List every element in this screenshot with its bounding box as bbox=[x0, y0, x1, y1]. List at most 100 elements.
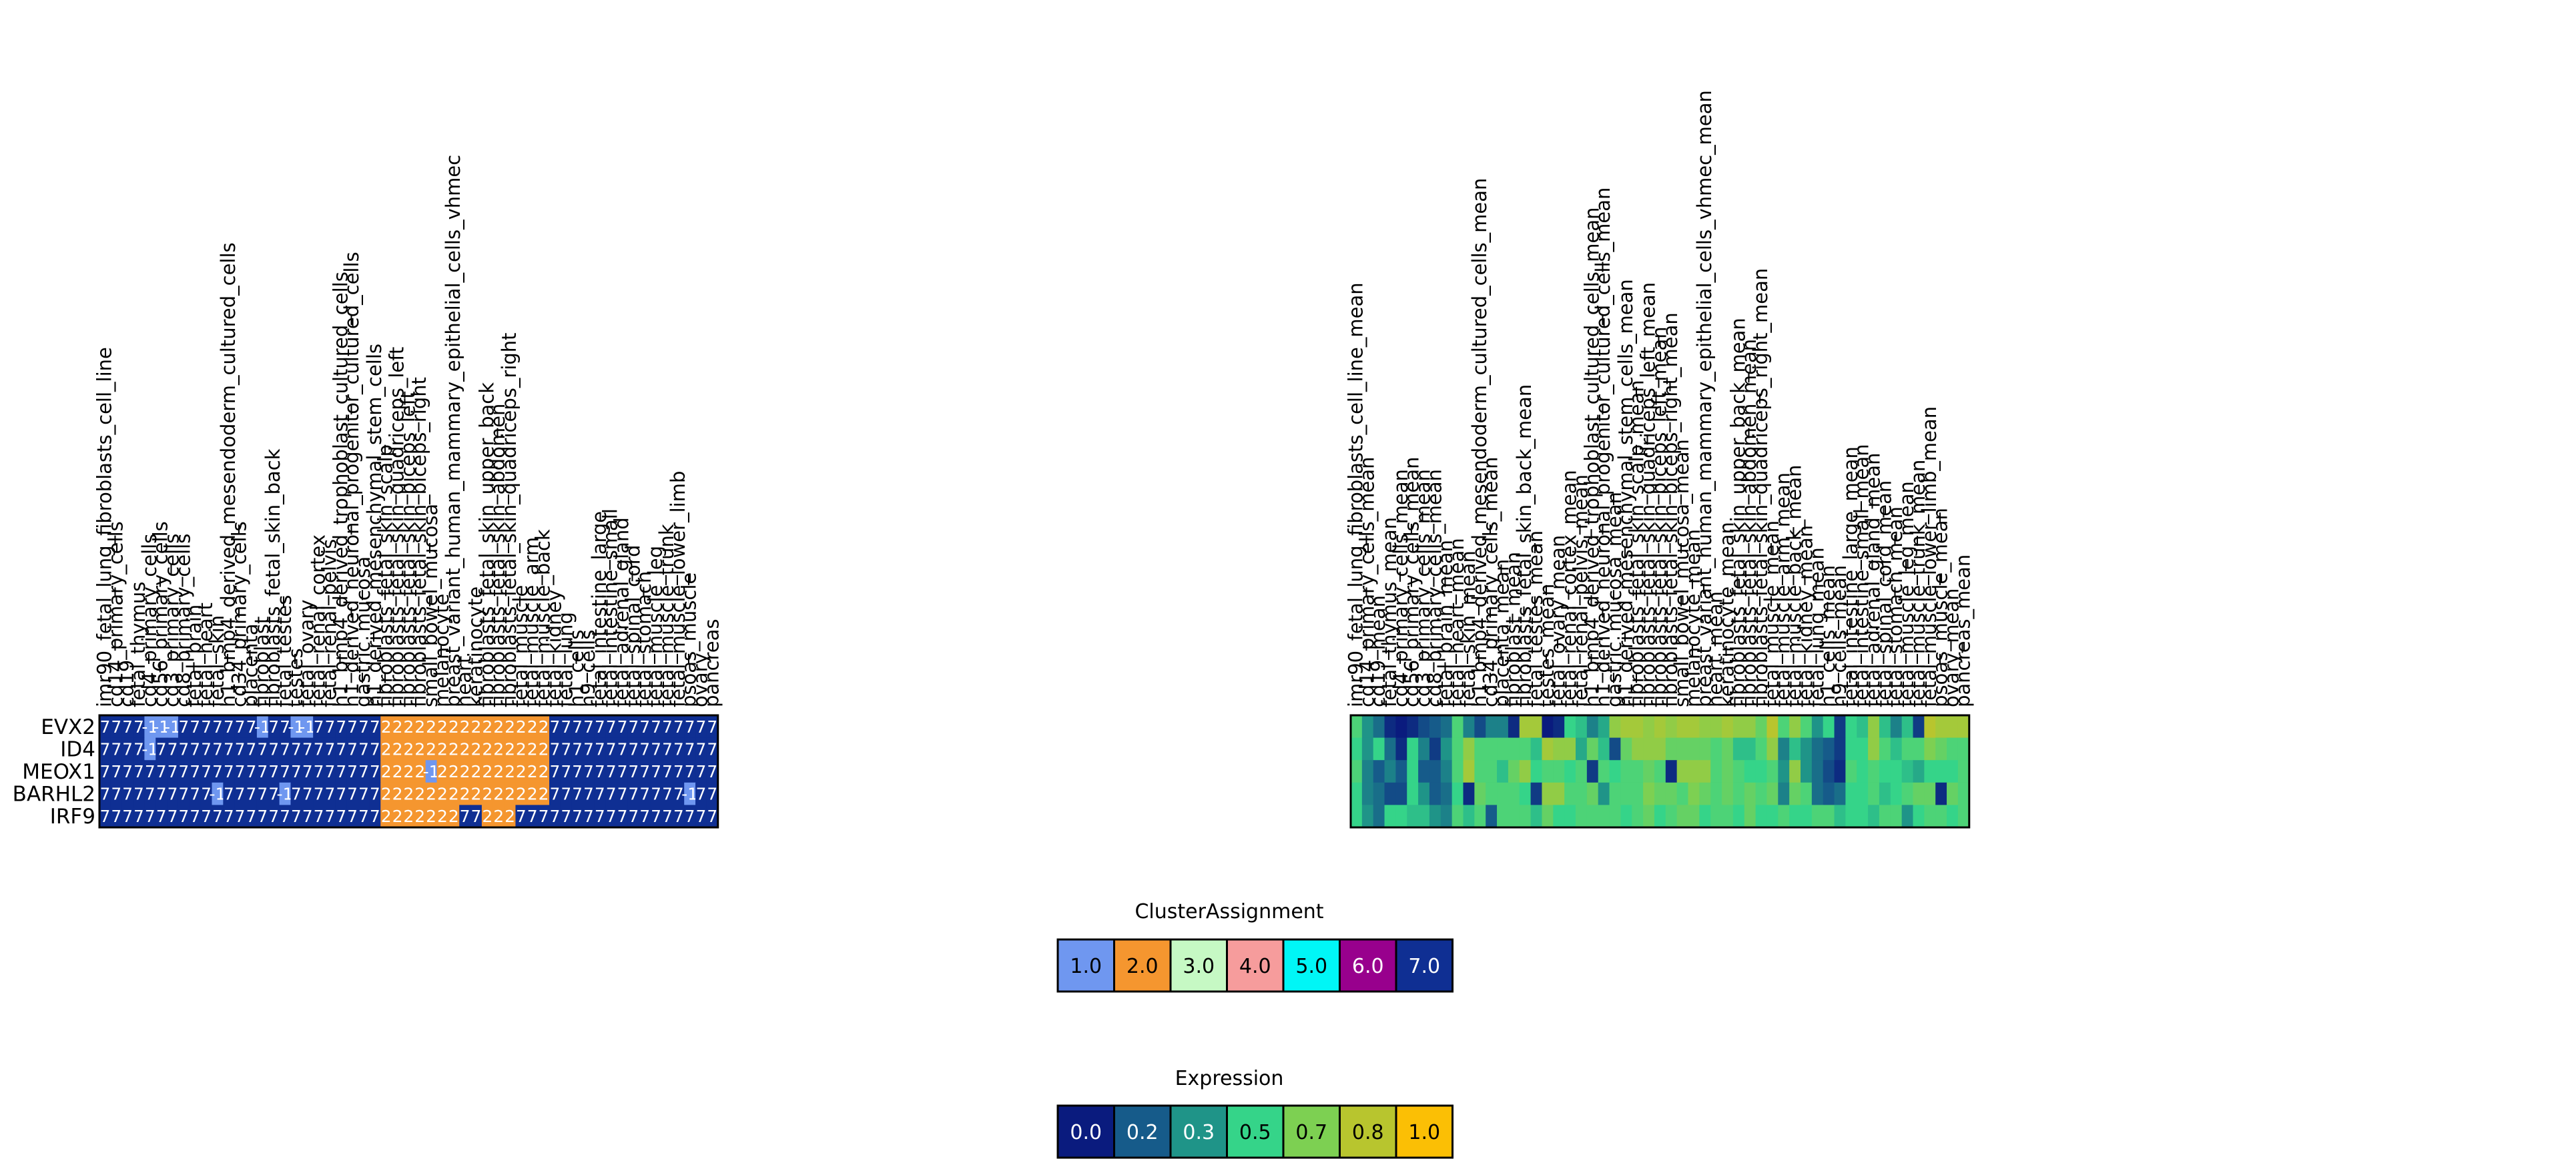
cluster-cell-label: 7 bbox=[190, 807, 200, 826]
cluster-column-label: cd19 bbox=[115, 660, 138, 707]
cluster-cell bbox=[605, 737, 617, 761]
legend-label: 0.0 bbox=[1070, 1121, 1102, 1144]
expression-cell bbox=[1924, 760, 1936, 783]
cluster-column-label: cd56_primary_cells bbox=[149, 521, 172, 707]
cluster-cell bbox=[256, 805, 269, 828]
cluster-cell bbox=[346, 760, 359, 783]
expression-cell bbox=[1699, 805, 1711, 828]
cluster-cell-label: 7 bbox=[707, 717, 717, 737]
expression-cell bbox=[1440, 760, 1453, 783]
cluster-cell-label: 2 bbox=[516, 739, 527, 759]
cluster-cell bbox=[200, 782, 213, 805]
cluster-cell bbox=[538, 737, 550, 761]
cluster-cell bbox=[448, 782, 460, 805]
cluster-column-label: pancreas bbox=[700, 619, 723, 707]
cluster-cell-label: 2 bbox=[381, 717, 392, 737]
expression-cell bbox=[1957, 805, 1970, 828]
cluster-cell bbox=[358, 737, 370, 761]
expression-cell bbox=[1755, 715, 1768, 739]
cluster-cell bbox=[121, 805, 134, 828]
expression-cell bbox=[1609, 760, 1621, 783]
expression-cell bbox=[1957, 737, 1970, 761]
cluster-cell-label: 7 bbox=[696, 717, 707, 737]
cluster-cell bbox=[358, 760, 370, 783]
cluster-cell-label: -1 bbox=[254, 717, 271, 737]
expression-cell bbox=[1688, 715, 1700, 739]
cluster-column-label: fibroblast bbox=[250, 617, 273, 707]
expression-cell bbox=[1519, 782, 1532, 805]
cluster-column-label: h1_derived_mesenchymal_stem_cells bbox=[363, 344, 386, 707]
expression-cell bbox=[1373, 715, 1385, 739]
cluster-cell bbox=[110, 782, 123, 805]
expression-cell bbox=[1688, 782, 1700, 805]
expression-cell bbox=[1609, 715, 1621, 739]
expression-cell bbox=[1901, 737, 1914, 761]
cluster-cell bbox=[167, 737, 179, 761]
cluster-cell-label: 7 bbox=[595, 807, 605, 826]
expression-cell bbox=[1834, 737, 1846, 761]
cluster-cell-label: 7 bbox=[235, 785, 246, 804]
expression-cell bbox=[1361, 715, 1374, 739]
cluster-cell-label: 7 bbox=[347, 717, 358, 737]
cluster-cell-label: 7 bbox=[696, 762, 707, 781]
cluster-cell bbox=[515, 715, 527, 739]
cluster-cell-label: 7 bbox=[561, 807, 571, 826]
expression-cell bbox=[1834, 782, 1846, 805]
cluster-cell-label: 7 bbox=[190, 785, 200, 804]
expression-cell bbox=[1497, 715, 1509, 739]
cluster-cell bbox=[121, 737, 134, 761]
cluster-cell bbox=[436, 715, 448, 739]
cluster-column-label: h1_bmp4_derived_mesendoderm_cultured_cel… bbox=[217, 242, 240, 707]
cluster-cell-label: 2 bbox=[527, 762, 538, 781]
expression-cell bbox=[1576, 760, 1588, 783]
cluster-cell-label: 7 bbox=[246, 717, 257, 737]
cluster-cell-label: 7 bbox=[336, 785, 346, 804]
cluster-cell-label: 7 bbox=[324, 785, 335, 804]
cluster-cell-label: 7 bbox=[145, 807, 155, 826]
expression-cell bbox=[1598, 805, 1610, 828]
expression-cell bbox=[1811, 782, 1824, 805]
cluster-cell bbox=[583, 760, 595, 783]
cluster-cell bbox=[470, 805, 482, 828]
cluster-cell bbox=[324, 805, 336, 828]
expression-column-label: fibroblasts_fetal_skin_scalp_mean bbox=[1626, 380, 1648, 707]
cluster-column-label: cd8_primary_cells bbox=[172, 534, 194, 707]
cluster-cell-label: 7 bbox=[111, 739, 121, 759]
expression-cell bbox=[1384, 782, 1396, 805]
expression-cell bbox=[1361, 737, 1374, 761]
expression-cell bbox=[1722, 805, 1734, 828]
expression-cell bbox=[1530, 715, 1543, 739]
expression-cell bbox=[1508, 760, 1520, 783]
cluster-column-label: psoas_muscle bbox=[678, 572, 701, 707]
cluster-cell bbox=[178, 760, 190, 783]
cluster-column-label: fetal_spinal_cord bbox=[621, 544, 644, 707]
cluster-column-label: fibroblasts_fetal_skin_biceps_left bbox=[396, 391, 419, 707]
cluster-cell bbox=[504, 715, 517, 739]
expression-cell bbox=[1744, 715, 1756, 739]
cluster-cell-label: 7 bbox=[370, 739, 380, 759]
expression-cell bbox=[1789, 805, 1801, 828]
expression-cell bbox=[1778, 782, 1790, 805]
expression-cell bbox=[1395, 737, 1407, 761]
expression-cell bbox=[1901, 760, 1914, 783]
expression-cell bbox=[1643, 737, 1655, 761]
expression-cell bbox=[1654, 737, 1666, 761]
expression-cell bbox=[1890, 805, 1903, 828]
cluster-cell bbox=[268, 782, 280, 805]
cluster-cell bbox=[234, 760, 246, 783]
cluster-cell bbox=[302, 737, 314, 761]
cluster-cell-label: 7 bbox=[201, 762, 212, 781]
cluster-cell-label: 7 bbox=[224, 785, 234, 804]
cluster-cell-label: 2 bbox=[516, 785, 527, 804]
cluster-cell-label: 7 bbox=[156, 762, 167, 781]
expression-cell bbox=[1935, 737, 1947, 761]
expression-cell bbox=[1722, 737, 1734, 761]
expression-cell bbox=[1553, 782, 1565, 805]
cluster-cell-label: -1 bbox=[209, 785, 226, 804]
cluster-cell-label: 7 bbox=[696, 807, 707, 826]
cluster-cell-label: 7 bbox=[224, 807, 234, 826]
cluster-cell bbox=[684, 760, 696, 783]
cluster-cell-label: 2 bbox=[381, 785, 392, 804]
cluster-cell bbox=[358, 805, 370, 828]
cluster-cell bbox=[571, 805, 584, 828]
